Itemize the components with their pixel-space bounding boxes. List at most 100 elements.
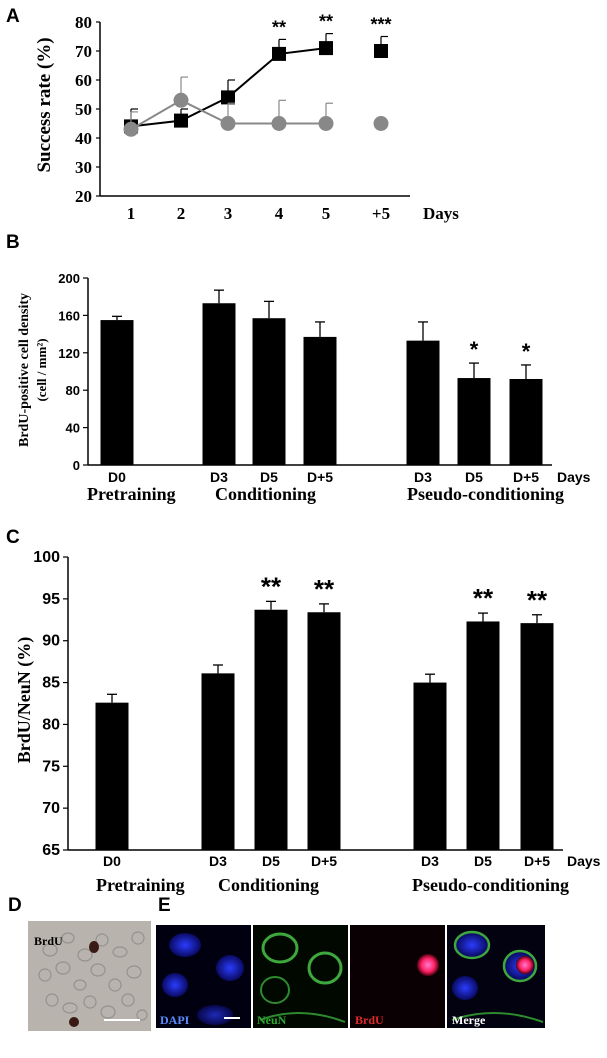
- micrograph-brdu: BrdU: [350, 925, 445, 1028]
- panel-a-ytick-label: 60: [75, 71, 92, 90]
- data-point-circle: [318, 116, 334, 131]
- bar-label: D3: [421, 853, 439, 869]
- significance-marker: **: [527, 585, 548, 615]
- panel-b-bar-chart: BrdU-positive cell density (cell / mm²) …: [17, 271, 591, 504]
- panel-b-ytick-label: 200: [58, 271, 80, 286]
- bar-label: D0: [103, 853, 121, 869]
- data-point-square: [174, 113, 188, 128]
- bar-label: D+5: [513, 469, 539, 485]
- panel-b-group-conditioning: Conditioning: [215, 484, 316, 504]
- panel-c-group-pretraining: Pretraining: [96, 875, 185, 895]
- panel-c-ytick-label: 95: [42, 591, 60, 608]
- panel-b-group-pretraining: Pretraining: [87, 484, 176, 504]
- panel-a-xtick-label: +5: [372, 204, 390, 223]
- panel-letter-b: B: [6, 232, 20, 253]
- panel-a-xtick-label: 1: [127, 204, 136, 223]
- significance-marker: ***: [370, 15, 391, 35]
- panel-a-ytick-label: 30: [75, 158, 92, 177]
- brdu-positive-nucleus: [89, 941, 99, 953]
- bar-label: D3: [210, 469, 228, 485]
- panel-a-xtick-label: 4: [275, 204, 284, 223]
- panel-letter-d: D: [8, 895, 22, 916]
- panel-a-ytick-label: 40: [75, 129, 92, 148]
- panel-a-ytick-label: 50: [75, 100, 92, 119]
- panel-a-xtick-label: 2: [177, 204, 186, 223]
- micrograph-dapi: DAPI: [156, 925, 251, 1028]
- data-point-circle: [173, 92, 189, 108]
- panel-b-ylabel-line2: (cell / mm²): [34, 338, 49, 401]
- panel-c-ytick-label: 85: [42, 675, 60, 692]
- data-point-circle: [220, 116, 236, 131]
- panel-c-ylabel: BrdU/NeuN (%): [14, 637, 35, 764]
- micrograph-neun: NeuN: [253, 925, 348, 1028]
- panel-a-xtick-label: 3: [224, 204, 233, 223]
- panel-a-ytick-label: 20: [75, 187, 92, 206]
- panel-d-brdu-micrograph: BrdU: [28, 921, 151, 1031]
- panel-letter-e: E: [158, 895, 171, 916]
- brdu-positive-nucleus: [69, 1017, 79, 1027]
- bar-label: D3: [209, 853, 227, 869]
- data-point-square: [272, 46, 286, 61]
- panel-a-line-chart: Success rate (%) Days 20 30 40 50 60 70 80 1 2 3 4…: [34, 12, 459, 223]
- panel-letter-a: A: [6, 6, 20, 27]
- panel-a-ylabel: Success rate (%): [34, 37, 55, 172]
- panel-b-ytick-label: 0: [73, 458, 80, 473]
- data-point-square: [319, 41, 333, 56]
- panel-b-ylabel-line1: BrdU-positive cell density: [17, 293, 32, 447]
- bar: [252, 318, 286, 465]
- dapi-label: DAPI: [160, 1013, 190, 1027]
- panel-c-group-pseudo: Pseudo-conditioning: [412, 875, 569, 895]
- panel-c-ytick-label: 100: [33, 549, 60, 566]
- panel-a-xtick-label: 5: [322, 204, 331, 223]
- bar: [201, 673, 235, 850]
- bar-label: D5: [262, 853, 280, 869]
- significance-marker: **: [272, 17, 286, 37]
- significance-marker: *: [522, 339, 531, 364]
- bar: [466, 621, 500, 850]
- panel-c-ytick-label: 80: [42, 716, 60, 733]
- panel-b-ytick-label: 120: [58, 346, 80, 361]
- bar-label: D5: [465, 469, 483, 485]
- bar-label: D0: [108, 469, 126, 485]
- panel-c-ytick-label: 75: [42, 758, 60, 775]
- panel-e-fluorescence-micrographs: DAPI NeuN BrdU Merge: [156, 925, 545, 1028]
- bar-label: D3: [414, 469, 432, 485]
- bar-label: D5: [474, 853, 492, 869]
- significance-marker: **: [314, 574, 335, 604]
- micrograph-d-background: [28, 921, 151, 1031]
- panel-b-ytick-label: 160: [58, 308, 80, 323]
- bar: [520, 623, 554, 850]
- bar-label: D+5: [524, 853, 550, 869]
- data-point-circle: [123, 121, 139, 137]
- bar-label: D5: [260, 469, 278, 485]
- bar: [303, 336, 337, 465]
- bar: [413, 682, 447, 850]
- micrograph-d-label: BrdU: [34, 934, 63, 948]
- significance-marker: **: [473, 583, 494, 613]
- significance-marker: *: [470, 337, 479, 362]
- panel-c-ytick-label: 90: [42, 633, 60, 650]
- panel-a-ytick-label: 70: [75, 42, 92, 61]
- bar: [100, 320, 134, 465]
- panel-a-xlabel: Days: [423, 204, 459, 223]
- panel-letter-c: C: [6, 527, 20, 548]
- panel-b-ytick-label: 40: [66, 421, 80, 436]
- panel-a-ytick-label: 80: [75, 13, 92, 32]
- panel-c-ytick-label: 70: [42, 800, 60, 817]
- data-point-square: [374, 44, 388, 58]
- bar: [254, 609, 288, 850]
- neun-label: NeuN: [257, 1013, 287, 1027]
- bar: [406, 340, 440, 465]
- bar: [509, 378, 543, 465]
- merge-label: Merge: [452, 1013, 486, 1027]
- bar-label: D+5: [311, 853, 337, 869]
- tissue-cells: [38, 931, 148, 1021]
- bar: [202, 303, 236, 465]
- bar: [307, 612, 341, 850]
- bar: [457, 378, 491, 465]
- micrograph-merge: Merge: [447, 925, 545, 1028]
- bar-label: D+5: [307, 469, 333, 485]
- panel-c-xlabel: Days: [567, 853, 601, 869]
- panel-b-xlabel: Days: [557, 469, 591, 485]
